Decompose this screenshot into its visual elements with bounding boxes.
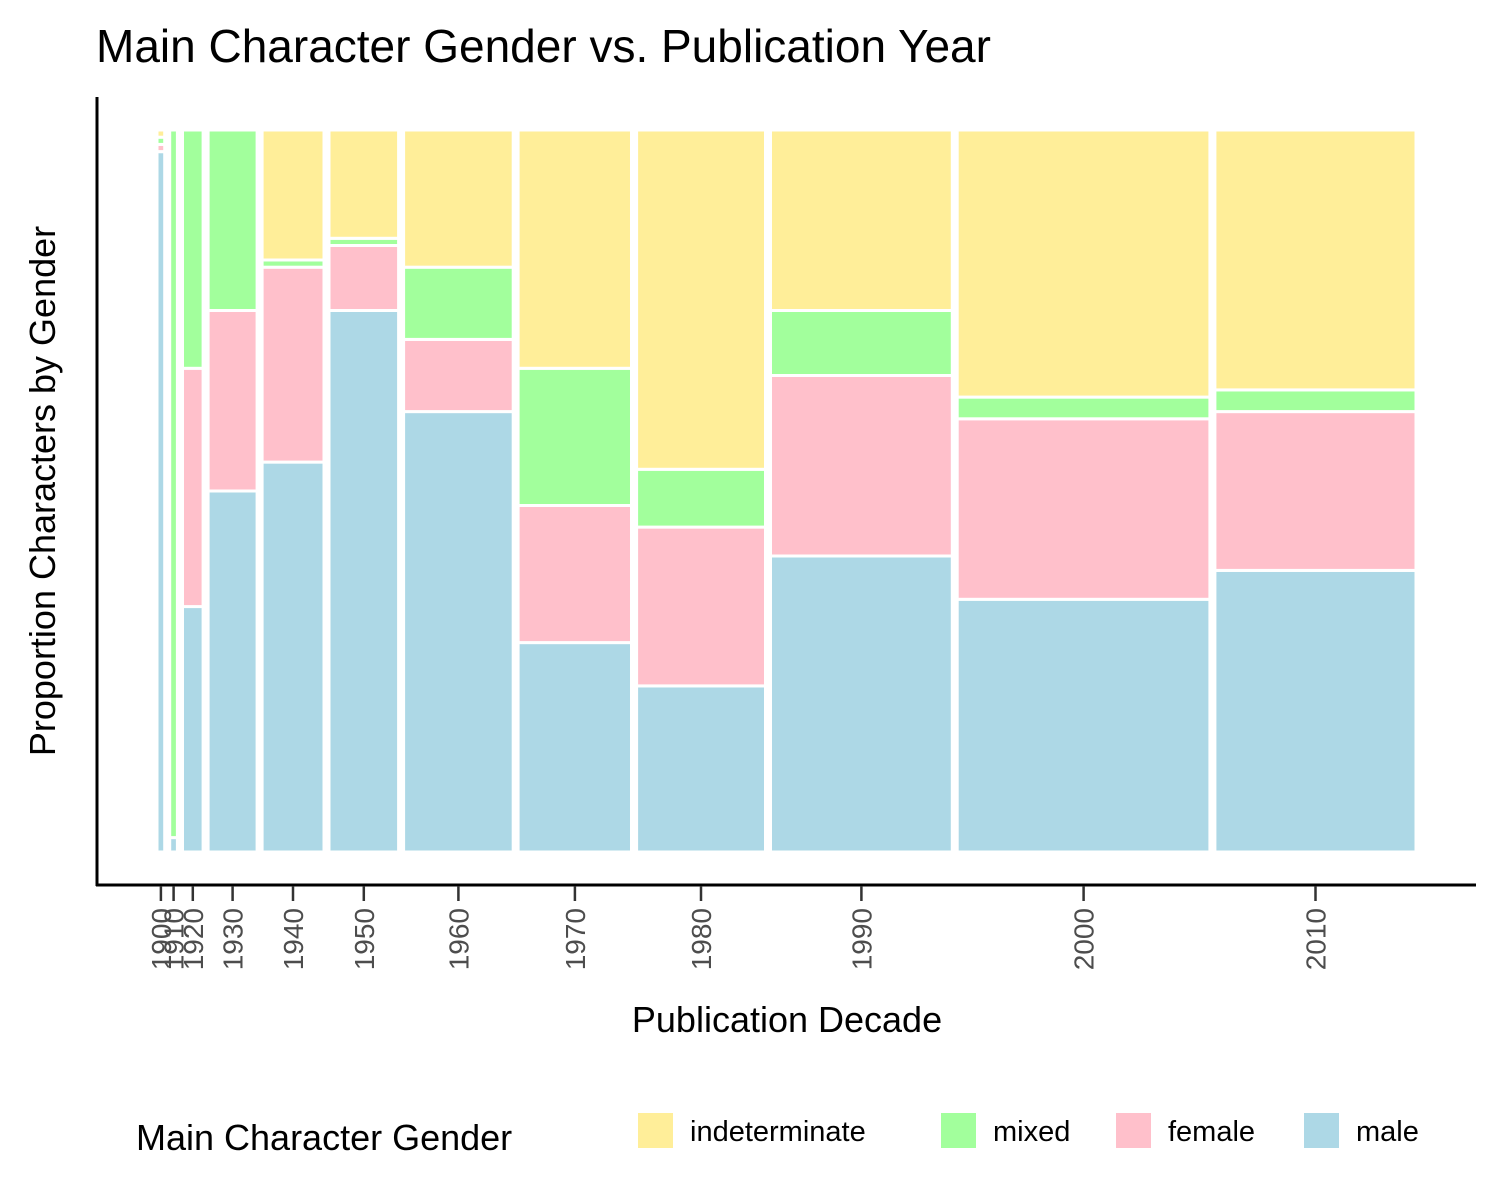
mosaic-tile-1900-indeterminate <box>155 128 167 139</box>
mosaic-tile-1970-mixed <box>516 366 633 507</box>
mosaic-tile-1900-male <box>155 150 167 854</box>
mosaic-tile-1910-mixed <box>168 128 179 840</box>
mosaic-tile-1960-indeterminate <box>402 128 515 269</box>
mosaic-tile-1990-male <box>769 554 954 854</box>
legend-title: Main Character Gender <box>136 1117 512 1158</box>
mosaic-tile-2000-male <box>955 597 1212 854</box>
mosaic-tile-1940-indeterminate <box>260 128 326 262</box>
legend-swatch-male <box>1304 1113 1339 1148</box>
x-tick-label-1910: 1910 <box>159 908 190 970</box>
x-tick-label-1950: 1950 <box>349 908 380 970</box>
mosaic-tile-1990-mixed <box>769 309 954 377</box>
legend-label-male: male <box>1356 1116 1419 1148</box>
y-axis-label: Proportion Characters by Gender <box>22 226 63 756</box>
legend: indeterminate mixed female male <box>638 1113 1419 1148</box>
x-tick-label-1940: 1940 <box>278 908 309 970</box>
mosaic-tile-1930-mixed <box>206 128 259 312</box>
mosaic-tile-1960-female <box>402 337 515 414</box>
mosaic-tile-2000-indeterminate <box>955 128 1212 399</box>
mosaic-tile-1980-male <box>635 684 767 854</box>
mosaic-tile-1930-female <box>206 309 259 493</box>
legend-label-female: female <box>1168 1116 1255 1148</box>
x-tick-label-1900: 1900 <box>146 908 177 970</box>
x-tick-label-1960: 1960 <box>443 908 474 970</box>
mosaic-tile-1910-male <box>168 836 179 854</box>
mosaic-tile-1920-mixed <box>181 128 205 370</box>
x-tick-label-1970: 1970 <box>560 908 591 970</box>
plot-area <box>155 128 1418 854</box>
mosaic-tile-1930-male <box>206 489 259 854</box>
mosaic-tile-1960-male <box>402 410 515 854</box>
x-tick-label-2010: 2010 <box>1301 908 1332 970</box>
mosaic-tile-1960-mixed <box>402 265 515 341</box>
mosaic-tile-1950-male <box>327 309 401 854</box>
mosaic-tile-2010-female <box>1213 410 1418 572</box>
legend-swatch-female <box>1116 1113 1151 1148</box>
mosaic-tile-2000-mixed <box>955 395 1212 421</box>
x-tick-label-2000: 2000 <box>1069 908 1100 970</box>
x-tick-label-1990: 1990 <box>846 908 877 970</box>
mosaic-tile-1980-mixed <box>635 467 767 529</box>
mosaic-tile-2010-indeterminate <box>1213 128 1418 392</box>
mosaic-tile-1970-female <box>516 503 633 645</box>
legend-swatch-indeterminate <box>638 1113 673 1148</box>
mosaic-tile-2010-male <box>1213 568 1418 854</box>
mosaic-tile-1980-female <box>635 525 767 688</box>
mosaic-tile-1980-indeterminate <box>635 128 767 471</box>
mosaic-tile-1970-male <box>516 641 633 854</box>
mosaic-tile-1950-female <box>327 244 401 312</box>
x-tick-label-1930: 1930 <box>218 908 249 970</box>
mosaic-tile-1990-female <box>769 374 954 558</box>
mosaic-tile-2000-female <box>955 417 1212 601</box>
mosaic-tile-1970-indeterminate <box>516 128 633 370</box>
legend-label-mixed: mixed <box>993 1116 1070 1148</box>
chart-title: Main Character Gender vs. Publication Ye… <box>96 20 991 72</box>
mosaic-tile-1920-female <box>181 366 205 609</box>
mosaic-tile-1940-female <box>260 265 326 464</box>
x-tick-label-1920: 1920 <box>178 908 209 970</box>
x-tick-label-1980: 1980 <box>686 908 717 970</box>
mosaic-tile-2010-mixed <box>1213 388 1418 414</box>
x-axis-label: Publication Decade <box>632 999 942 1040</box>
mosaic-tile-1920-male <box>181 605 205 854</box>
mosaic-tile-1990-indeterminate <box>769 128 954 312</box>
legend-swatch-mixed <box>941 1113 976 1148</box>
mosaic-tile-1950-indeterminate <box>327 128 401 240</box>
mosaic-tile-1940-male <box>260 460 326 854</box>
legend-label-indeterminate: indeterminate <box>690 1116 866 1148</box>
